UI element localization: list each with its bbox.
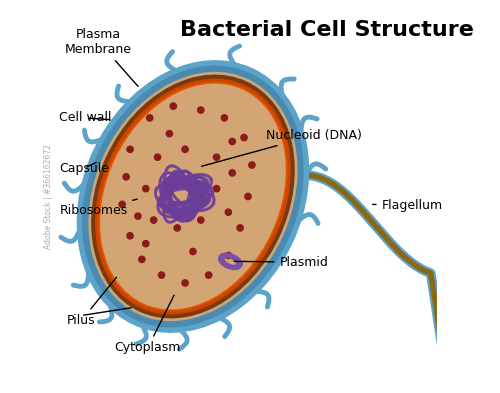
Text: Plasma
Membrane: Plasma Membrane [65,28,138,86]
Circle shape [166,130,172,137]
Text: Nucleoid (DNA): Nucleoid (DNA) [202,129,362,166]
Circle shape [138,256,145,263]
Circle shape [135,213,141,219]
Circle shape [225,209,232,215]
Circle shape [119,201,126,208]
Circle shape [245,193,251,200]
Text: Cytoplasm: Cytoplasm [114,295,181,354]
Circle shape [206,272,212,278]
Circle shape [229,170,235,176]
Circle shape [225,252,232,259]
Circle shape [182,280,188,286]
Circle shape [158,272,164,278]
Ellipse shape [95,79,291,314]
Ellipse shape [88,72,298,321]
Circle shape [214,154,220,160]
Circle shape [237,225,244,231]
Circle shape [127,146,133,152]
Circle shape [142,241,149,247]
Circle shape [249,162,255,168]
Ellipse shape [76,60,309,333]
Circle shape [154,154,160,160]
Circle shape [190,248,196,255]
Text: Ribosomes: Ribosomes [60,199,137,217]
Circle shape [170,103,176,109]
Ellipse shape [82,66,304,327]
Circle shape [214,185,220,192]
Circle shape [241,134,247,141]
Circle shape [162,193,168,200]
Text: Flagellum: Flagellum [372,198,442,212]
Circle shape [229,138,235,145]
Circle shape [198,107,204,113]
Ellipse shape [91,75,295,318]
Text: Cell wall: Cell wall [60,111,112,125]
Circle shape [174,225,180,231]
Circle shape [182,146,188,152]
Text: Bacterial Cell Structure: Bacterial Cell Structure [180,20,474,40]
Ellipse shape [100,84,286,309]
Text: Pilus: Pilus [67,277,116,327]
Circle shape [222,115,228,121]
Circle shape [194,193,200,200]
Ellipse shape [98,82,288,311]
Circle shape [150,217,157,223]
Text: Capsule: Capsule [60,162,110,175]
Text: Plasmid: Plasmid [234,255,328,269]
Circle shape [198,217,204,223]
Circle shape [142,185,149,192]
Circle shape [146,115,153,121]
Circle shape [127,233,133,239]
Text: Adobe Stock | #366162672: Adobe Stock | #366162672 [44,144,53,249]
Circle shape [123,174,130,180]
